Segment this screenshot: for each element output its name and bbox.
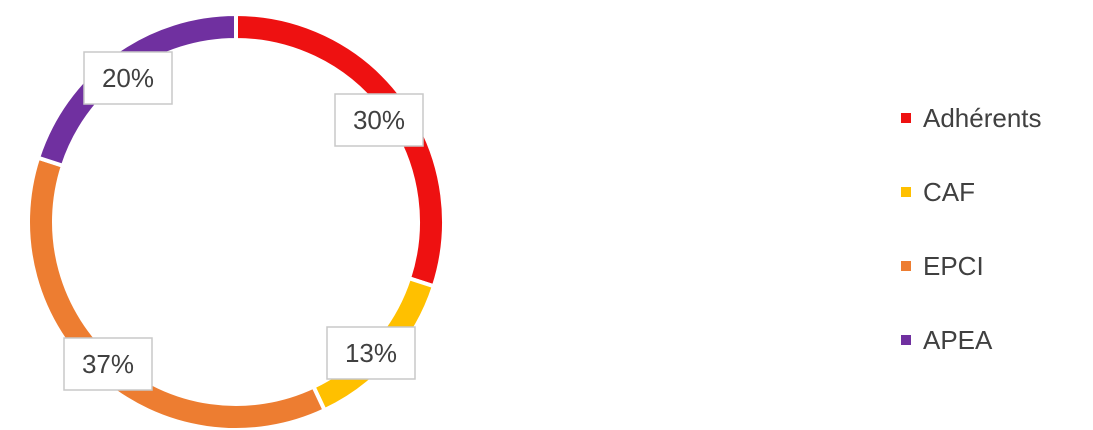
legend-swatch (901, 335, 911, 345)
data-label-box (334, 93, 424, 147)
slice-apea (35, 11, 238, 169)
legend-item-caf: CAF (901, 177, 975, 207)
legend-label: CAF (923, 177, 975, 207)
data-label-caf: 13% (326, 326, 416, 380)
legend-item-apea: APEA (901, 325, 993, 355)
legend-label: EPCI (923, 251, 984, 281)
legend: Adhérents CAF EPCI APEA (901, 103, 1042, 355)
data-label-text: 20% (102, 63, 154, 93)
legend-label: APEA (923, 325, 993, 355)
legend-label: Adhérents (923, 103, 1042, 133)
legend-swatch (901, 187, 911, 197)
data-label-text: 37% (82, 349, 134, 379)
legend-item-adherents: Adhérents (901, 103, 1042, 133)
data-label-box (83, 51, 173, 105)
legend-swatch (901, 113, 911, 123)
data-label-epci: 37% (63, 337, 153, 391)
legend-swatch (901, 261, 911, 271)
data-labels: 30% 13% 37% 20% (63, 51, 424, 391)
data-label-box (63, 337, 153, 391)
slice-adherents (234, 11, 446, 289)
data-label-box (326, 326, 416, 380)
data-label-text: 13% (345, 338, 397, 368)
legend-item-epci: EPCI (901, 251, 984, 281)
data-label-text: 30% (353, 105, 405, 135)
data-label-adherents: 30% (334, 93, 424, 147)
data-label-apea: 20% (83, 51, 173, 105)
